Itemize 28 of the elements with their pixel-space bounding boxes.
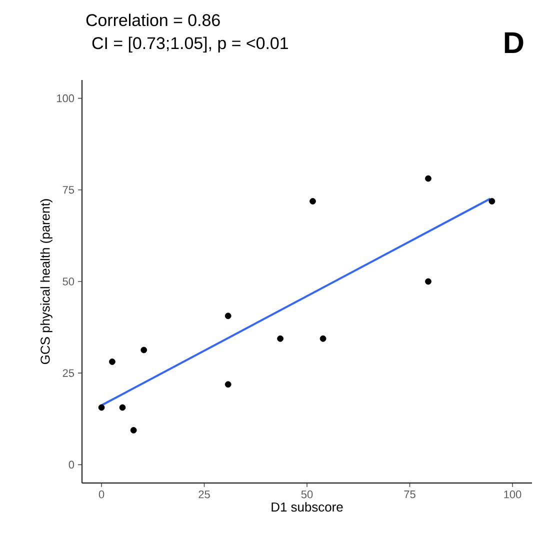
x-tick-label: 100 (504, 490, 522, 498)
y-axis-title: GCS physical health (parent) (40, 199, 52, 364)
x-tick-label: 25 (198, 490, 210, 498)
point (425, 278, 432, 285)
point (224, 312, 232, 320)
point (224, 381, 232, 388)
x-axis-title: D1 subscore (272, 502, 343, 512)
text: D (504, 32, 524, 53)
point (320, 335, 326, 342)
point (140, 346, 148, 354)
point (488, 198, 496, 204)
y-tick-label: 100 (57, 94, 74, 102)
y-tick-label: 75 (62, 186, 74, 194)
chart-title: Correlation = 0.86 (86, 14, 220, 26)
point (277, 335, 284, 342)
x-tick-label: 50 (301, 490, 313, 498)
x-tick-label: 0 (98, 490, 104, 498)
chart-subtitle: CI = [0.73;1.05], p = <0.01 (92, 36, 288, 53)
point (130, 427, 137, 434)
point (109, 358, 116, 365)
point (310, 198, 316, 204)
point (119, 404, 126, 411)
point (98, 404, 105, 411)
y-tick-label: 0 (68, 460, 74, 469)
x-tick-label: 75 (404, 490, 416, 498)
y-tick-label: 25 (62, 369, 74, 377)
point (425, 175, 432, 182)
y-tick-label: 50 (62, 278, 74, 286)
